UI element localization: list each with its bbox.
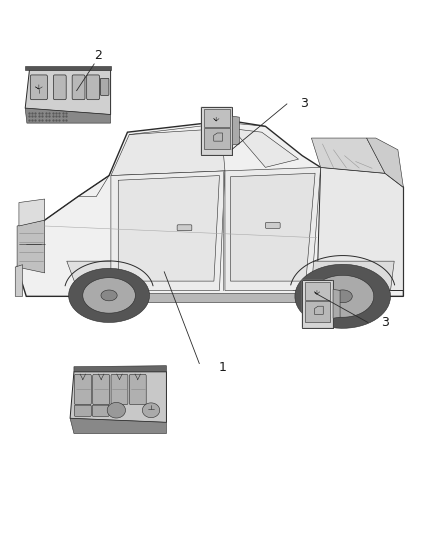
Polygon shape [367, 138, 403, 187]
Polygon shape [19, 199, 45, 226]
Polygon shape [107, 402, 125, 418]
Polygon shape [312, 276, 374, 317]
Polygon shape [83, 278, 135, 313]
Polygon shape [101, 290, 117, 301]
Text: 1: 1 [219, 361, 227, 374]
Polygon shape [118, 175, 219, 281]
FancyBboxPatch shape [265, 222, 280, 228]
FancyBboxPatch shape [129, 374, 146, 405]
Polygon shape [17, 120, 403, 296]
Polygon shape [25, 70, 110, 115]
Polygon shape [333, 289, 340, 318]
FancyBboxPatch shape [177, 225, 192, 231]
Polygon shape [118, 293, 311, 302]
Polygon shape [305, 282, 330, 300]
Polygon shape [74, 366, 166, 372]
Text: 3: 3 [300, 98, 308, 110]
Polygon shape [295, 264, 391, 328]
Polygon shape [317, 167, 403, 290]
FancyBboxPatch shape [87, 75, 99, 100]
Polygon shape [333, 290, 352, 303]
Polygon shape [142, 403, 160, 418]
Polygon shape [293, 261, 394, 290]
Polygon shape [302, 280, 333, 328]
Text: 3: 3 [381, 316, 389, 329]
Polygon shape [25, 66, 110, 70]
Polygon shape [305, 302, 330, 322]
Polygon shape [111, 128, 225, 175]
FancyBboxPatch shape [74, 405, 91, 416]
Polygon shape [232, 128, 299, 167]
FancyBboxPatch shape [72, 75, 85, 100]
FancyBboxPatch shape [100, 78, 109, 95]
Polygon shape [25, 108, 110, 123]
Polygon shape [204, 128, 230, 149]
FancyBboxPatch shape [92, 405, 109, 416]
FancyBboxPatch shape [74, 374, 91, 405]
Polygon shape [15, 265, 23, 296]
Polygon shape [225, 167, 321, 290]
Polygon shape [311, 138, 385, 173]
Text: 2: 2 [94, 50, 102, 62]
FancyBboxPatch shape [53, 75, 66, 100]
Polygon shape [70, 418, 166, 433]
Polygon shape [70, 372, 166, 422]
Polygon shape [232, 116, 239, 145]
Polygon shape [111, 171, 225, 290]
Polygon shape [69, 268, 149, 322]
Polygon shape [230, 173, 315, 281]
FancyBboxPatch shape [30, 75, 47, 100]
Polygon shape [201, 107, 232, 155]
Polygon shape [204, 109, 230, 127]
FancyBboxPatch shape [93, 374, 110, 405]
Polygon shape [17, 220, 45, 273]
FancyBboxPatch shape [111, 374, 128, 405]
Polygon shape [67, 261, 152, 290]
